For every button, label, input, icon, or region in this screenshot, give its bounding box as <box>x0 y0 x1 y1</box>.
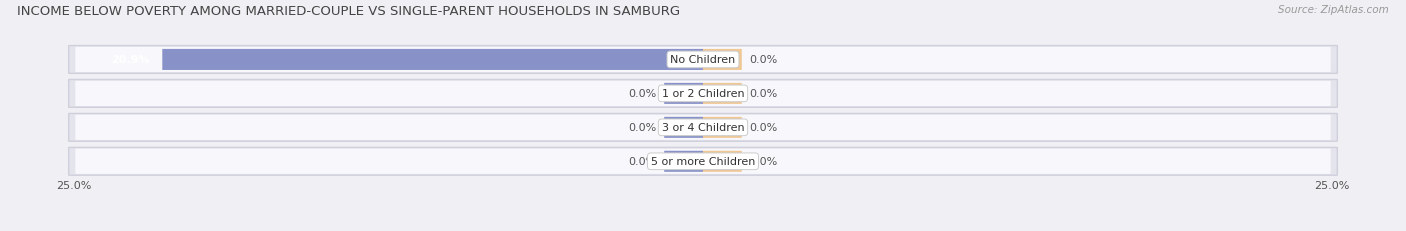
Text: INCOME BELOW POVERTY AMONG MARRIED-COUPLE VS SINGLE-PARENT HOUSEHOLDS IN SAMBURG: INCOME BELOW POVERTY AMONG MARRIED-COUPL… <box>17 5 681 18</box>
FancyBboxPatch shape <box>69 148 1337 176</box>
FancyBboxPatch shape <box>664 83 703 104</box>
FancyBboxPatch shape <box>664 151 703 172</box>
Text: 0.0%: 0.0% <box>628 123 657 133</box>
Text: 25.0%: 25.0% <box>1315 180 1350 191</box>
FancyBboxPatch shape <box>703 83 742 104</box>
Text: 0.0%: 0.0% <box>749 157 778 167</box>
Text: No Children: No Children <box>671 55 735 65</box>
Text: Source: ZipAtlas.com: Source: ZipAtlas.com <box>1278 5 1389 15</box>
Text: 5 or more Children: 5 or more Children <box>651 157 755 167</box>
FancyBboxPatch shape <box>703 151 742 172</box>
Legend: Married Couples, Single Parents: Married Couples, Single Parents <box>581 228 825 231</box>
Text: 20.9%: 20.9% <box>111 55 149 65</box>
Text: 0.0%: 0.0% <box>749 89 778 99</box>
Text: 1 or 2 Children: 1 or 2 Children <box>662 89 744 99</box>
Text: 3 or 4 Children: 3 or 4 Children <box>662 123 744 133</box>
FancyBboxPatch shape <box>703 117 742 138</box>
FancyBboxPatch shape <box>162 50 703 71</box>
FancyBboxPatch shape <box>76 48 1330 73</box>
FancyBboxPatch shape <box>76 115 1330 140</box>
FancyBboxPatch shape <box>69 46 1337 74</box>
Text: 0.0%: 0.0% <box>628 89 657 99</box>
Text: 0.0%: 0.0% <box>749 123 778 133</box>
FancyBboxPatch shape <box>664 117 703 138</box>
Text: 0.0%: 0.0% <box>628 157 657 167</box>
FancyBboxPatch shape <box>703 50 742 71</box>
Text: 25.0%: 25.0% <box>56 180 91 191</box>
FancyBboxPatch shape <box>69 114 1337 142</box>
FancyBboxPatch shape <box>69 80 1337 108</box>
FancyBboxPatch shape <box>76 149 1330 174</box>
Text: 0.0%: 0.0% <box>749 55 778 65</box>
FancyBboxPatch shape <box>76 82 1330 106</box>
